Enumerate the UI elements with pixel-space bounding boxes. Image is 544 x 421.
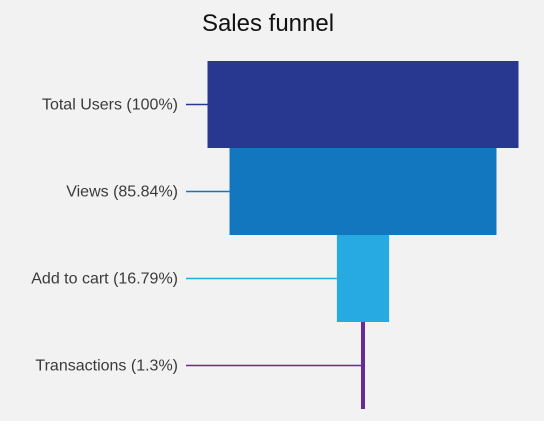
- funnel-bar-views: [229, 148, 497, 235]
- funnel-bar-add-to-cart: [336, 235, 390, 322]
- stage-label-add-to-cart: Add to cart (16.79%): [31, 271, 178, 288]
- stage-label-views: Views (85.84%): [66, 184, 178, 201]
- chart-title: Sales funnel: [202, 10, 334, 37]
- funnel-bar-total-users: [207, 61, 519, 148]
- funnel-stages: Total Users (100%) Views (85.84%) Add to c…: [31, 61, 519, 409]
- stage-label-transactions: Transactions (1.3%): [35, 358, 178, 375]
- stage-label-total-users: Total Users (100%): [42, 97, 178, 114]
- funnel-bar-transactions: [360, 322, 366, 409]
